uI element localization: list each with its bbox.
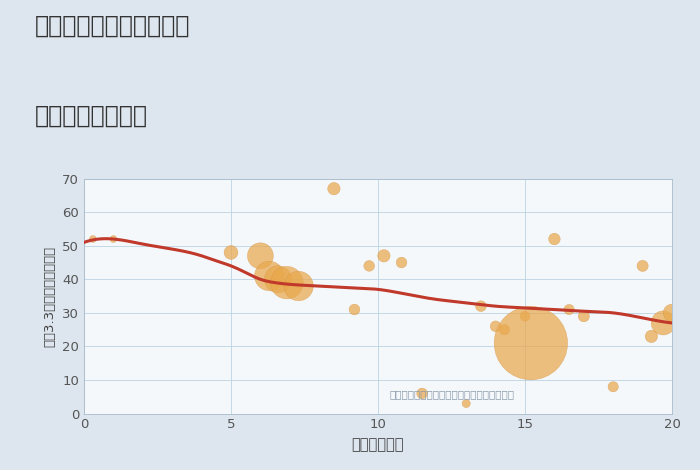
Point	[416, 390, 428, 397]
Point	[490, 322, 501, 330]
Point	[519, 313, 531, 320]
Point	[108, 235, 119, 243]
Point	[363, 262, 374, 270]
Point	[264, 272, 275, 280]
Point	[499, 326, 510, 333]
Point	[646, 333, 657, 340]
Point	[525, 339, 536, 347]
Point	[475, 302, 486, 310]
Point	[88, 235, 99, 243]
Point	[461, 400, 472, 407]
Point	[549, 235, 560, 243]
Point	[281, 279, 293, 286]
Point	[637, 262, 648, 270]
Y-axis label: 坪（3.3㎡）単価（万円）: 坪（3.3㎡）単価（万円）	[43, 245, 57, 347]
Point	[328, 185, 339, 192]
Point	[349, 306, 360, 313]
Point	[564, 306, 575, 313]
Point	[272, 275, 284, 283]
Point	[378, 252, 389, 259]
Point	[396, 259, 407, 266]
Point	[255, 252, 266, 259]
Point	[608, 383, 619, 391]
Point	[225, 249, 237, 256]
Text: 奈良県奈良市内侍原町の: 奈良県奈良市内侍原町の	[35, 14, 190, 38]
Point	[657, 319, 668, 327]
Text: 駅距離別土地価格: 駅距離別土地価格	[35, 103, 148, 127]
Point	[666, 309, 678, 317]
Point	[578, 313, 589, 320]
Point	[293, 282, 304, 290]
X-axis label: 駅距離（分）: 駅距離（分）	[351, 437, 405, 452]
Text: 円の大きさは、取引のあった物件面積を示す: 円の大きさは、取引のあった物件面積を示す	[390, 390, 514, 400]
